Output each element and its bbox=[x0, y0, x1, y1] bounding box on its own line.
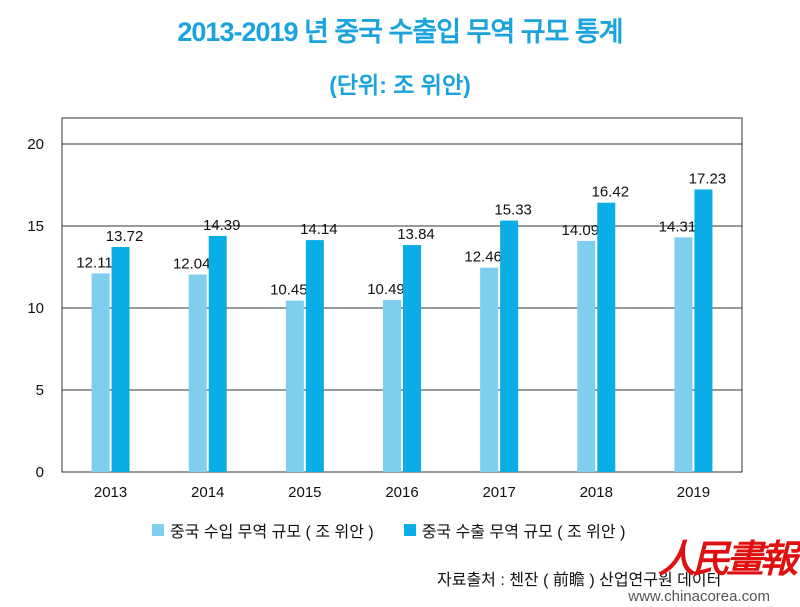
plot-frame bbox=[61, 117, 743, 473]
x-tick-label-2019: 2019 bbox=[677, 484, 710, 501]
bar-export-2018 bbox=[597, 202, 616, 472]
chart-title: 2013-2019 년 중국 수출입 무역 규모 통계 bbox=[177, 17, 623, 47]
x-tick-label-2018: 2018 bbox=[580, 484, 613, 501]
chart-subtitle: (단위: 조 위안) bbox=[329, 72, 471, 98]
data-label-export-2019: 17.23 bbox=[689, 170, 727, 187]
legend-item-import: 중국 수입 무역 규모 ( 조 위안 ) bbox=[152, 518, 374, 542]
bar-import-2015 bbox=[285, 300, 304, 472]
data-label-export-2013: 13.72 bbox=[106, 228, 144, 245]
bar-import-2018 bbox=[577, 240, 596, 472]
data-label-import-2017: 12.46 bbox=[464, 249, 502, 266]
legend-label-export: 중국 수출 무역 규모 ( 조 위안 ) bbox=[421, 524, 626, 541]
data-label-import-2015: 10.45 bbox=[270, 282, 308, 299]
data-label-export-2014: 14.39 bbox=[203, 217, 241, 234]
bar-import-2016 bbox=[383, 299, 401, 472]
watermark-logo: 人民畫報 bbox=[657, 536, 798, 581]
data-label-import-2014: 12.04 bbox=[173, 256, 211, 273]
data-label-import-2016: 10.49 bbox=[367, 281, 405, 298]
data-label-export-2015: 14.14 bbox=[300, 221, 338, 238]
data-label-export-2017: 15.33 bbox=[494, 202, 532, 219]
bar-import-2013 bbox=[91, 273, 110, 472]
bar-export-2016 bbox=[403, 245, 421, 472]
x-tick-label-2014: 2014 bbox=[191, 484, 224, 501]
data-label-export-2018: 16.42 bbox=[592, 184, 630, 201]
y-tick-label-20: 20 bbox=[27, 136, 44, 153]
data-label-import-2019: 14.31 bbox=[659, 218, 697, 235]
legend-item-export: 중국 수출 무역 규모 ( 조 위안 ) bbox=[403, 518, 626, 542]
bar-export-2013 bbox=[111, 246, 130, 472]
bar-import-2019 bbox=[674, 237, 693, 472]
bar-export-2019 bbox=[694, 189, 713, 473]
bar-export-2017 bbox=[500, 220, 519, 472]
legend-label-import: 중국 수입 무역 규모 ( 조 위안 ) bbox=[170, 524, 374, 541]
x-tick-label-2017: 2017 bbox=[482, 484, 515, 501]
bar-export-2014 bbox=[208, 236, 227, 472]
x-tick-label-2013: 2013 bbox=[94, 484, 127, 501]
data-label-import-2013: 12.11 bbox=[76, 254, 112, 271]
legend-swatch-import bbox=[152, 524, 164, 536]
bar-chart: 0 5 10 15 20 2013 12.11 13.72 2014 12.04 14.39 2015… bbox=[27, 117, 743, 501]
y-tick-label-5: 5 bbox=[36, 382, 44, 399]
watermark-url: www.chinacorea.com bbox=[628, 588, 770, 605]
x-tick-label-2015: 2015 bbox=[288, 484, 321, 501]
y-tick-label-10: 10 bbox=[27, 300, 44, 317]
bar-export-2015 bbox=[305, 240, 324, 472]
source-note: 자료출처 : 첸잔 ( 前瞻 ) 산업연구원 데이터 bbox=[437, 572, 722, 589]
x-tick-label-2016: 2016 bbox=[385, 484, 418, 501]
chart-legend: 중국 수입 무역 규모 ( 조 위안 ) 중국 수출 무역 규모 ( 조 위안 … bbox=[152, 518, 655, 542]
bar-import-2014 bbox=[188, 274, 207, 472]
data-label-import-2018: 14.09 bbox=[562, 222, 600, 239]
legend-swatch-export bbox=[403, 524, 416, 536]
y-tick-label-0: 0 bbox=[36, 464, 44, 481]
data-label-export-2016: 13.84 bbox=[397, 226, 435, 243]
bar-import-2017 bbox=[480, 267, 499, 472]
y-tick-label-15: 15 bbox=[27, 218, 44, 235]
